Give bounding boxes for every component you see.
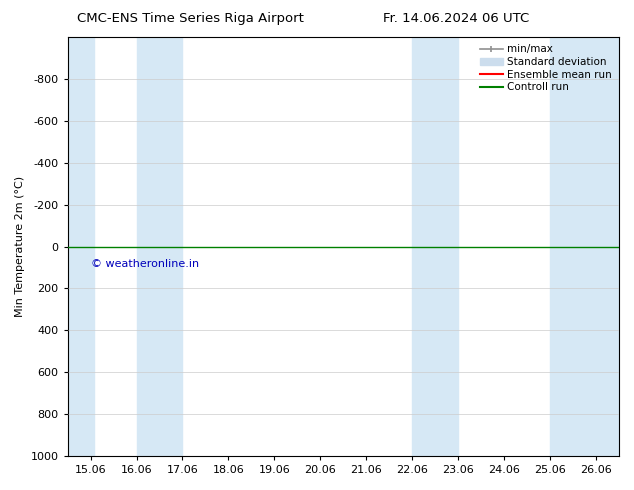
Text: © weatheronline.in: © weatheronline.in bbox=[91, 259, 200, 269]
Legend: min/max, Standard deviation, Ensemble mean run, Controll run: min/max, Standard deviation, Ensemble me… bbox=[478, 42, 614, 94]
Text: Fr. 14.06.2024 06 UTC: Fr. 14.06.2024 06 UTC bbox=[384, 12, 529, 25]
Bar bbox=[550, 37, 619, 456]
Bar bbox=[68, 37, 94, 456]
Bar bbox=[412, 37, 458, 456]
Text: CMC-ENS Time Series Riga Airport: CMC-ENS Time Series Riga Airport bbox=[77, 12, 304, 25]
Bar bbox=[136, 37, 183, 456]
Y-axis label: Min Temperature 2m (°C): Min Temperature 2m (°C) bbox=[15, 176, 25, 317]
